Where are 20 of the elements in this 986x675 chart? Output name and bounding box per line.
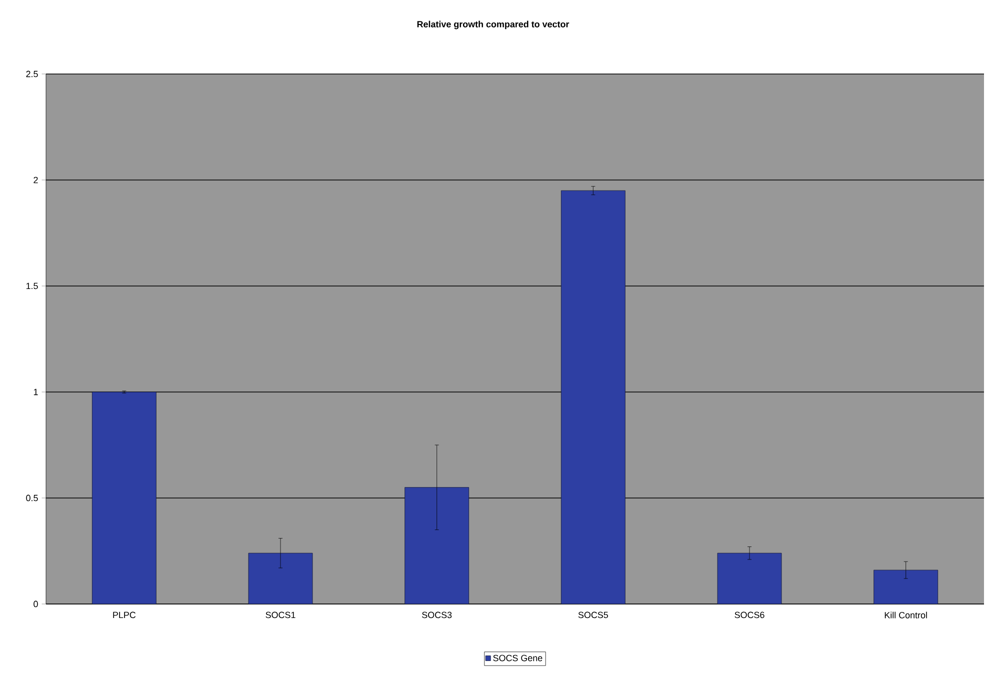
- legend-label: SOCS Gene: [493, 654, 542, 662]
- y-tick-label: 0.5: [26, 494, 38, 502]
- x-tick-label: SOCS1: [266, 612, 296, 618]
- y-tick-label: 0: [34, 600, 38, 608]
- x-tick-label: PLPC: [113, 612, 136, 618]
- bar: [92, 392, 156, 604]
- x-tick-label: SOCS5: [578, 612, 608, 618]
- y-tick-label: 2.5: [26, 70, 38, 78]
- y-tick-label: 1: [34, 388, 38, 396]
- y-tick-label: 1.5: [26, 282, 38, 290]
- bar: [560, 190, 626, 604]
- bar: [248, 552, 313, 604]
- x-tick-label: SOCS3: [422, 612, 452, 618]
- bar: [717, 552, 782, 604]
- x-tick-label: SOCS6: [734, 612, 764, 618]
- chart-title: Relative growth compared to vector: [417, 20, 570, 30]
- x-tick-label: Kill Control: [884, 612, 927, 618]
- bar: [874, 570, 938, 604]
- y-tick-label: 2: [34, 176, 38, 184]
- bar: [404, 487, 470, 604]
